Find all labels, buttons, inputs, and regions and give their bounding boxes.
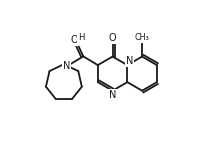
Text: O: O <box>109 33 116 43</box>
Text: H: H <box>78 33 84 42</box>
Text: N: N <box>126 56 133 66</box>
Text: O: O <box>70 35 78 45</box>
Text: N: N <box>63 61 70 71</box>
Text: N: N <box>109 90 116 100</box>
Text: CH₃: CH₃ <box>135 33 149 42</box>
